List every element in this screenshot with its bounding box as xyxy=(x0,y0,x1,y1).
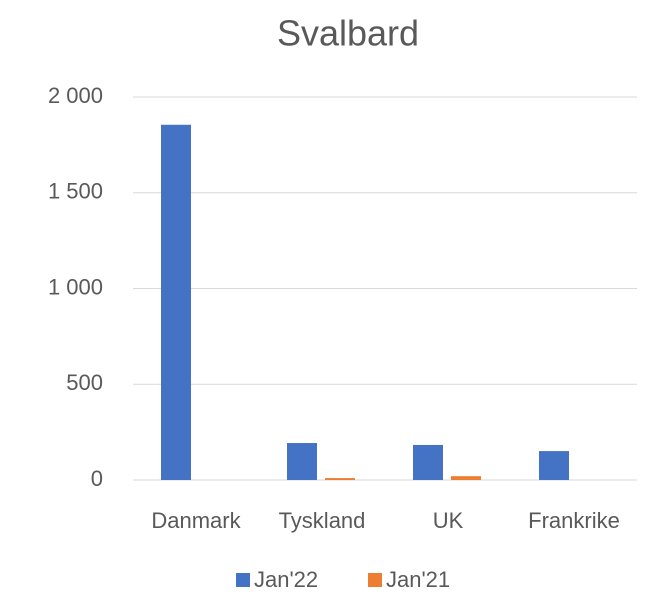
y-tick-label: 1 500 xyxy=(48,179,103,204)
y-tick-label: 1 000 xyxy=(48,274,103,299)
x-tick-label: Tyskland xyxy=(279,508,366,533)
bar xyxy=(451,476,481,480)
chart-title: Svalbard xyxy=(277,13,419,54)
legend-label: Jan'22 xyxy=(254,567,318,592)
bar xyxy=(539,451,569,480)
bar xyxy=(161,124,191,480)
y-tick-label: 2 000 xyxy=(48,83,103,108)
legend-swatch xyxy=(236,573,250,587)
legend-label: Jan'21 xyxy=(386,567,450,592)
y-tick-label: 0 xyxy=(91,466,103,491)
bar xyxy=(287,443,317,480)
legend-swatch xyxy=(368,573,382,587)
x-tick-label: Frankrike xyxy=(528,508,620,533)
bar xyxy=(325,478,355,480)
x-tick-label: UK xyxy=(433,508,464,533)
y-tick-label: 500 xyxy=(66,370,103,395)
x-tick-label: Danmark xyxy=(151,508,241,533)
bar xyxy=(413,444,443,480)
